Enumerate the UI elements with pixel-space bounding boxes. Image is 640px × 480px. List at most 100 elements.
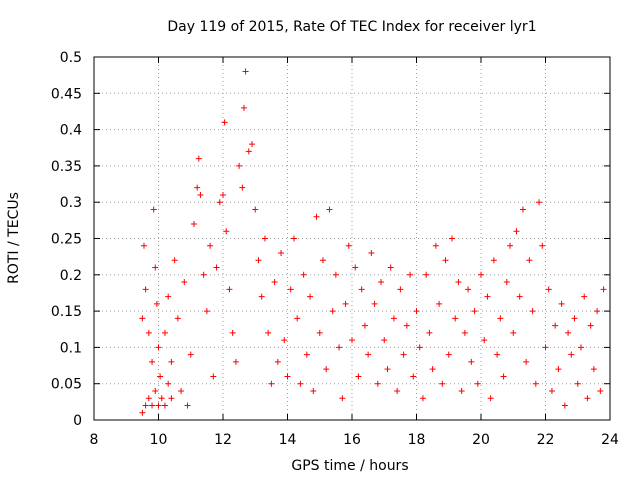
grid-lines bbox=[94, 57, 610, 420]
x-tick-label: 16 bbox=[343, 432, 361, 448]
data-point bbox=[332, 271, 339, 278]
data-point bbox=[468, 358, 475, 365]
data-point bbox=[200, 271, 207, 278]
data-point bbox=[500, 373, 507, 380]
y-tick-label: 0.3 bbox=[60, 195, 82, 211]
data-point bbox=[187, 351, 194, 358]
data-point bbox=[239, 184, 246, 191]
y-tick-label: 0.15 bbox=[51, 304, 82, 320]
data-point bbox=[571, 315, 578, 322]
data-point bbox=[545, 286, 552, 293]
data-point bbox=[145, 329, 152, 336]
data-point bbox=[548, 387, 555, 394]
data-point bbox=[552, 322, 559, 329]
data-point bbox=[339, 395, 346, 402]
data-point bbox=[384, 366, 391, 373]
y-tick-label: 0.35 bbox=[51, 159, 82, 175]
data-point bbox=[410, 373, 417, 380]
data-point bbox=[278, 250, 285, 257]
data-point bbox=[245, 148, 252, 155]
data-point bbox=[490, 257, 497, 264]
data-point bbox=[400, 351, 407, 358]
x-tick-label: 10 bbox=[150, 432, 168, 448]
data-point bbox=[458, 387, 465, 394]
y-tick-label: 0.25 bbox=[51, 232, 82, 248]
data-point bbox=[590, 366, 597, 373]
data-point bbox=[358, 286, 365, 293]
data-point bbox=[140, 242, 147, 249]
data-point bbox=[497, 315, 504, 322]
data-point bbox=[303, 351, 310, 358]
data-point bbox=[236, 162, 243, 169]
data-point bbox=[419, 395, 426, 402]
data-point bbox=[220, 191, 226, 198]
data-point bbox=[439, 380, 446, 387]
data-point bbox=[594, 308, 601, 315]
data-point bbox=[313, 213, 320, 220]
data-point bbox=[336, 344, 343, 351]
data-point bbox=[432, 242, 439, 249]
data-point bbox=[565, 329, 572, 336]
data-point bbox=[157, 373, 164, 380]
chart-title: Day 119 of 2015, Rate Of TEC Index for r… bbox=[167, 19, 536, 35]
x-tick-label: 8 bbox=[90, 432, 99, 448]
data-point bbox=[323, 366, 330, 373]
data-point bbox=[307, 293, 314, 300]
data-point bbox=[145, 395, 152, 402]
data-point bbox=[487, 395, 494, 402]
data-point bbox=[142, 286, 149, 293]
data-point bbox=[232, 358, 239, 365]
x-tick-label: 24 bbox=[601, 432, 619, 448]
data-point bbox=[194, 184, 201, 191]
data-point bbox=[532, 380, 539, 387]
data-point bbox=[523, 358, 530, 365]
data-point bbox=[161, 402, 168, 409]
y-tick-label: 0.5 bbox=[60, 50, 82, 66]
data-point bbox=[352, 264, 359, 271]
data-point bbox=[381, 337, 388, 344]
data-point bbox=[574, 380, 581, 387]
data-point bbox=[178, 387, 185, 394]
data-point bbox=[413, 308, 420, 315]
data-point bbox=[342, 300, 349, 307]
data-point bbox=[165, 293, 172, 300]
data-point bbox=[281, 337, 288, 344]
x-tick-label: 20 bbox=[472, 432, 490, 448]
data-point bbox=[294, 315, 301, 322]
data-point bbox=[316, 329, 323, 336]
data-point bbox=[513, 228, 520, 235]
data-point bbox=[597, 387, 604, 394]
data-point bbox=[326, 206, 333, 213]
data-point bbox=[600, 286, 607, 293]
data-point bbox=[190, 220, 197, 227]
data-point bbox=[152, 387, 159, 394]
axis-ticks: 8 10 12 14 16 18 20 22 24 0 0.05 0.1 0.15 0.2 0.25 0.3 0… bbox=[51, 50, 619, 448]
data-point bbox=[258, 293, 265, 300]
data-point bbox=[387, 264, 394, 271]
data-point bbox=[568, 351, 575, 358]
data-point bbox=[452, 315, 459, 322]
data-point bbox=[184, 402, 191, 409]
data-point bbox=[149, 358, 156, 365]
data-point bbox=[484, 293, 491, 300]
data-point bbox=[195, 155, 202, 162]
y-tick-label: 0.2 bbox=[60, 268, 82, 284]
data-point bbox=[507, 242, 514, 249]
data-point bbox=[403, 322, 410, 329]
data-point bbox=[165, 380, 172, 387]
x-tick-label: 14 bbox=[279, 432, 297, 448]
data-point bbox=[271, 279, 278, 286]
data-point bbox=[474, 380, 481, 387]
data-point bbox=[349, 337, 355, 344]
data-point bbox=[529, 308, 536, 315]
data-point bbox=[226, 286, 233, 293]
data-point bbox=[374, 380, 381, 387]
x-axis-label: GPS time / hours bbox=[291, 458, 408, 474]
data-point bbox=[265, 329, 272, 336]
data-point bbox=[168, 395, 175, 402]
y-tick-label: 0.1 bbox=[60, 340, 82, 356]
data-point bbox=[407, 271, 414, 278]
data-point bbox=[371, 300, 378, 307]
data-point bbox=[261, 235, 268, 242]
